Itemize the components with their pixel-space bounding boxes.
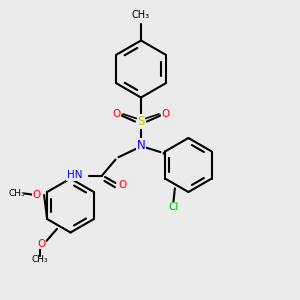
Text: O: O (37, 239, 45, 249)
Text: HN: HN (67, 170, 83, 181)
Text: O: O (162, 109, 170, 119)
Text: CH₃: CH₃ (132, 11, 150, 20)
Text: CH₃: CH₃ (32, 255, 48, 264)
Text: CH₃: CH₃ (9, 189, 26, 198)
Text: N: N (136, 139, 146, 152)
Text: S: S (137, 115, 145, 128)
Text: O: O (112, 109, 120, 119)
Text: O: O (118, 179, 126, 190)
Text: Cl: Cl (168, 202, 178, 212)
Text: O: O (32, 190, 41, 200)
